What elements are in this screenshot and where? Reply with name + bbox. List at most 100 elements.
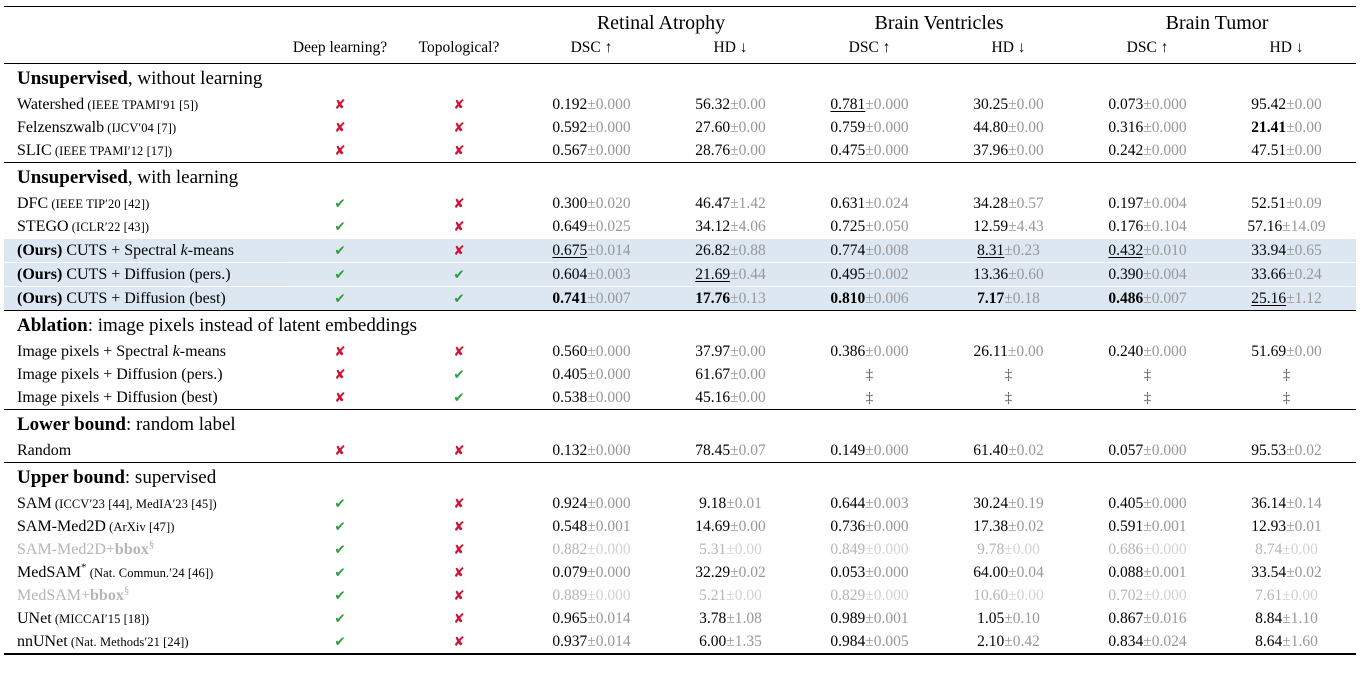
metric-value: 30.25 — [973, 95, 1009, 113]
cross-icon: ✘ — [334, 343, 346, 360]
metric-value: 8.84 — [1255, 609, 1283, 627]
check-icon: ✔ — [334, 518, 346, 535]
table-row: (Ours) CUTS + Diffusion (pers.) ✔ ✔ 0.604±0… — [4, 262, 1357, 287]
group-header-row: Retinal Atrophy Brain Ventricles Brain T… — [4, 7, 1356, 37]
metric-cell: 0.053±0.000 — [800, 561, 939, 584]
cross-icon: ✘ — [334, 389, 346, 406]
metric-stddev: ±0.000 — [587, 563, 631, 581]
metric-cell: 0.567±0.000 — [522, 139, 661, 163]
mark-cell: ✘ — [396, 192, 522, 215]
check-icon: ✔ — [334, 587, 346, 604]
mark-cell: ✘ — [396, 340, 522, 363]
metric-value: 57.16 — [1247, 217, 1283, 235]
metric-cell: 0.390±0.004 — [1078, 263, 1217, 287]
metric-stddev: ±0.02 — [1286, 441, 1322, 459]
metric-stddev: ±0.000 — [587, 540, 631, 558]
metric-stddev: ±0.050 — [865, 217, 909, 235]
metric-stddev: ±0.07 — [730, 441, 766, 459]
check-icon: ✔ — [453, 290, 465, 307]
metric-cell: 0.592±0.000 — [522, 116, 661, 139]
text-segment: SAM-Med2D — [17, 517, 106, 535]
text-segment: : supervised — [124, 466, 217, 488]
mark-cell: ✔ — [284, 630, 396, 654]
mark-cell: ✘ — [396, 492, 522, 515]
metric-stddev: ±0.025 — [587, 217, 631, 235]
check-icon: ✔ — [334, 541, 346, 558]
metric-stddev: ±0.00 — [730, 388, 766, 406]
metric-value: 13.36 — [973, 265, 1009, 283]
metric-cell: 0.829±0.000 — [800, 584, 939, 607]
results-table: Retinal Atrophy Brain Ventricles Brain T… — [4, 6, 1357, 655]
check-icon: ✔ — [453, 266, 465, 283]
metric-cell: 0.475±0.000 — [800, 139, 939, 163]
metric-value: 0.882 — [552, 540, 588, 558]
metric-value: 0.781 — [830, 95, 866, 113]
metric-value: 33.94 — [1251, 241, 1287, 259]
check-icon: ✔ — [334, 564, 346, 581]
metric-cell: 0.192±0.000 — [522, 93, 661, 116]
metric-stddev: ±0.007 — [1143, 289, 1187, 307]
metric-stddev: ±0.42 — [1004, 632, 1040, 650]
table-row: (Ours) CUTS + Spectral k-means ✔ ✘ 0.675±0.… — [4, 238, 1357, 263]
metric-value: 9.18 — [699, 494, 727, 512]
metric-cell: ‡ — [1078, 386, 1217, 410]
cross-icon: ✘ — [453, 633, 465, 650]
metric-stddev: ±0.000 — [587, 441, 631, 459]
metric-value: 0.644 — [830, 494, 866, 512]
section-title: Unsupervised, with learning — [4, 163, 1356, 193]
method-name: Random — [4, 439, 284, 463]
metric-stddev: ±0.000 — [865, 540, 909, 558]
metric-stddev: ±0.01 — [726, 494, 762, 512]
section-title: Upper bound: supervised — [4, 463, 1356, 493]
metric-stddev: ±0.000 — [1143, 494, 1187, 512]
metric-stddev: ±0.00 — [726, 540, 762, 558]
method-name: STEGO (ICLR′22 [43]) — [4, 215, 284, 239]
text-segment: Upper bound — [17, 466, 125, 488]
metric-cell: 0.867±0.016 — [1078, 607, 1217, 630]
metric-value: 61.40 — [973, 441, 1009, 459]
metric-stddev: ±0.000 — [587, 388, 631, 406]
section-header-row: Upper bound: supervised — [4, 463, 1356, 493]
metric-cell: 0.965±0.014 — [522, 607, 661, 630]
text-segment: CUTS + Diffusion (best) — [62, 289, 226, 307]
double-dagger-icon: ‡ — [1282, 366, 1291, 383]
metric-cell: 0.759±0.000 — [800, 116, 939, 139]
mark-cell: ✔ — [284, 492, 396, 515]
metric-cell: 27.60±0.00 — [661, 116, 800, 139]
cross-icon: ✘ — [453, 119, 465, 136]
column-header-deep-learning: Deep learning? — [292, 39, 388, 56]
metric-stddev: ±0.008 — [865, 241, 909, 259]
metric-cell: 57.16±14.09 — [1217, 215, 1356, 239]
cross-icon: ✘ — [453, 518, 465, 535]
metric-value: 25.16 — [1251, 289, 1287, 307]
mark-cell: ✘ — [396, 584, 522, 607]
group-header-brain-ventricles: Brain Ventricles — [874, 12, 1004, 34]
metric-value: 0.810 — [830, 289, 866, 307]
metric-value: 30.24 — [973, 494, 1009, 512]
mark-cell: ✘ — [396, 215, 522, 239]
method-name: DFC (IEEE TIP′20 [42]) — [4, 192, 284, 215]
text-segment: Image pixels + Diffusion (best) — [17, 388, 218, 406]
metric-stddev: ±0.13 — [730, 289, 766, 307]
metric-stddev: ±0.004 — [1143, 194, 1187, 212]
method-name: Image pixels + Diffusion (best) — [4, 386, 284, 410]
mark-cell: ✔ — [284, 239, 396, 263]
metric-value: 0.984 — [830, 632, 866, 650]
metric-cell: ‡ — [1078, 363, 1217, 386]
text-segment: CUTS + Diffusion (pers.) — [62, 265, 231, 283]
metric-cell: 0.176±0.104 — [1078, 215, 1217, 239]
metric-cell: 9.18±0.01 — [661, 492, 800, 515]
metric-value: 9.78 — [977, 540, 1005, 558]
table-row: Image pixels + Spectral k-means ✘ ✘ 0.560±0… — [4, 340, 1356, 363]
metric-value: 7.61 — [1255, 586, 1283, 604]
metric-value: 61.67 — [695, 365, 731, 383]
metric-header-row: Deep learning? Topological? DSC ↑ HD ↓ D… — [4, 36, 1356, 64]
column-header-hd: HD ↓ — [713, 39, 748, 56]
text-segment: UNet — [17, 609, 52, 627]
metric-stddev: ±0.006 — [865, 289, 909, 307]
metric-value: 21.69 — [695, 265, 731, 283]
metric-value: 34.12 — [695, 217, 731, 235]
text-segment: SLIC — [17, 141, 52, 159]
metric-value: 0.390 — [1108, 265, 1144, 283]
metric-stddev: ±0.00 — [1004, 540, 1040, 558]
